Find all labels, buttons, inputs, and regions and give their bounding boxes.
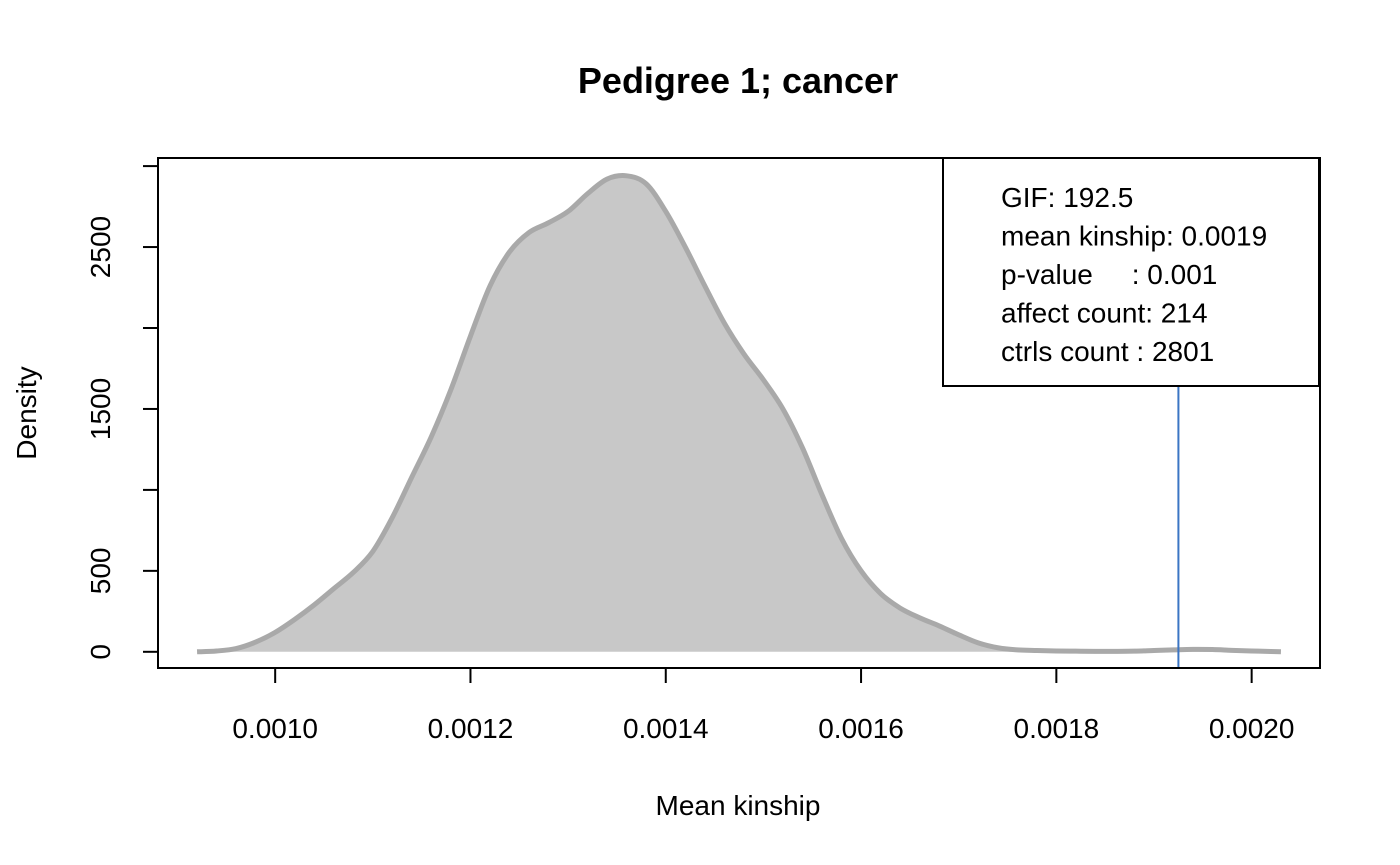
y-tick-label: 0 xyxy=(85,644,116,660)
y-tick-label: 1500 xyxy=(85,378,116,440)
y-axis: 0 500 1500 2500 xyxy=(85,165,159,660)
x-tick-label: 0.0010 xyxy=(232,713,318,744)
x-axis-label: Mean kinship xyxy=(656,790,821,821)
x-tick-label: 0.0018 xyxy=(1014,713,1100,744)
x-axis: 0.0010 0.0012 0.0014 0.0016 0.0018 0.0020 xyxy=(232,667,1295,744)
x-tick-label: 0.0012 xyxy=(428,713,514,744)
legend-entry: GIF: 192.5 xyxy=(1001,182,1133,213)
plot-frame xyxy=(157,157,1321,669)
legend-box: GIF: 192.5 mean kinship: 0.0019 p-value : … xyxy=(942,157,1320,387)
legend-entry: p-value : 0.001 xyxy=(1001,259,1217,290)
x-tick-label: 0.0016 xyxy=(818,713,904,744)
legend-entry: ctrls count : 2801 xyxy=(1001,336,1214,367)
density-curve xyxy=(196,173,1282,655)
x-tick-label: 0.0014 xyxy=(623,713,709,744)
legend-entry: mean kinship: 0.0019 xyxy=(1001,221,1267,252)
y-axis-label: Density xyxy=(11,366,42,459)
legend-frame xyxy=(942,157,1320,387)
density-area xyxy=(197,175,1281,652)
y-tick-label: 500 xyxy=(85,548,116,595)
y-tick-label: 2500 xyxy=(85,216,116,278)
legend-entry: affect count: 214 xyxy=(1001,298,1208,329)
chart-title: Pedigree 1; cancer xyxy=(578,60,898,101)
x-tick-label: 0.0020 xyxy=(1209,713,1295,744)
